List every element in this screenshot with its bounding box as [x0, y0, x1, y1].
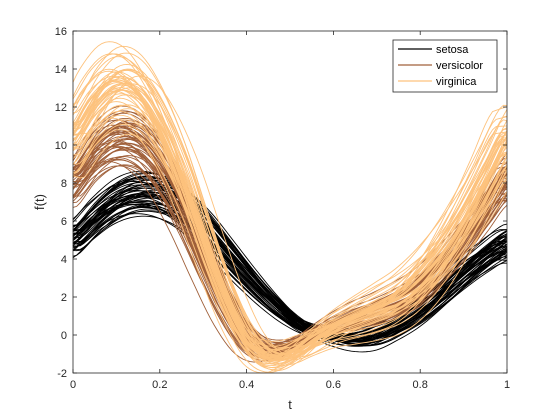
series-curve	[72, 63, 508, 355]
y-tick-label: 14	[55, 64, 67, 76]
y-tick-label: 12	[55, 102, 67, 114]
x-tick-label: 0.4	[239, 379, 254, 391]
x-axis: 0 0.2 0.4 0.6 0.8 1	[70, 31, 510, 391]
plot-frame	[72, 30, 508, 374]
series-curve	[72, 69, 508, 355]
x-axis-title: t	[288, 397, 292, 412]
y-tick-label: 2	[61, 292, 67, 304]
y-tick-label: 8	[61, 178, 67, 190]
y-axis-title: f(t)	[32, 194, 47, 210]
series-curve	[72, 182, 508, 342]
series-curve	[72, 80, 508, 358]
series-curve	[72, 83, 508, 361]
x-tick-label: 0	[70, 379, 76, 391]
series-curve	[72, 123, 508, 370]
series-curve	[72, 53, 508, 347]
x-tick-label: 0.2	[152, 379, 167, 391]
x-tick-label: 1	[504, 379, 510, 391]
x-tick-label: 0.6	[326, 379, 341, 391]
series-curve	[72, 68, 508, 354]
series-curve	[72, 75, 508, 356]
series-virginica	[72, 41, 508, 374]
legend-label-setosa: setosa	[436, 44, 469, 56]
legend: setosa versicolor virginica	[392, 39, 498, 93]
legend-label-virginica: virginica	[436, 76, 477, 88]
series-curve	[72, 197, 508, 345]
series-curve	[72, 129, 508, 373]
y-tick-label: -2	[57, 368, 67, 380]
legend-label-versicolor: versicolor	[436, 60, 483, 72]
y-tick-label: 4	[61, 254, 67, 266]
y-tick-label: 16	[55, 26, 67, 38]
series-curve	[72, 83, 508, 358]
y-axis: -2 0 2 4 6 8 10 12 14 16	[55, 26, 507, 380]
y-tick-label: 0	[61, 330, 67, 342]
y-tick-label: 10	[55, 140, 67, 152]
series-curve	[72, 41, 508, 342]
series-curve	[72, 71, 508, 355]
series-curve	[72, 87, 508, 360]
plot-curves	[72, 41, 508, 374]
series-curve	[72, 194, 508, 346]
y-tick-label: 6	[61, 216, 67, 228]
x-tick-label: 0.8	[413, 379, 428, 391]
